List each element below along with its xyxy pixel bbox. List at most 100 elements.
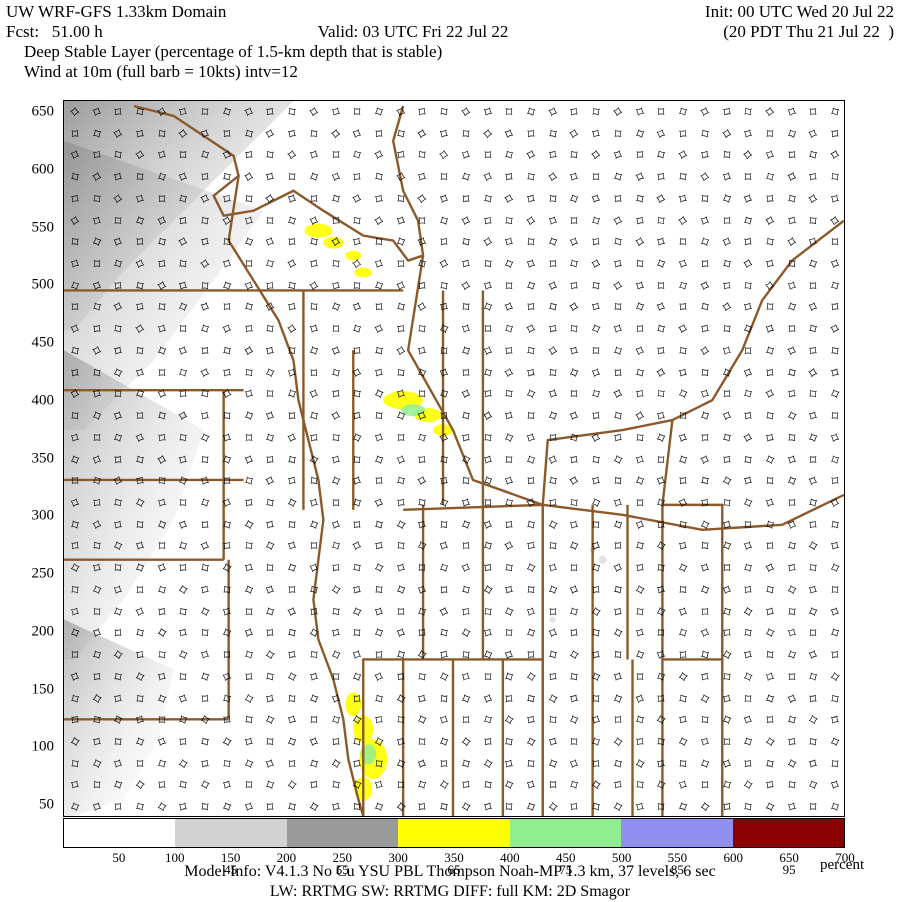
wind-barb: ⌑ bbox=[222, 278, 233, 292]
wind-barb: ⌑ bbox=[202, 692, 209, 705]
wind-barb: ⌑ bbox=[526, 691, 535, 705]
wind-barb: ⌑ bbox=[351, 257, 364, 271]
wind-barb: ⌑ bbox=[266, 453, 274, 467]
wind-barb: ⌑ bbox=[592, 692, 599, 705]
wind-barb: ⌑ bbox=[808, 409, 818, 423]
wind-barb: ⌑ bbox=[418, 279, 426, 293]
wind-barb: ⌑ bbox=[288, 170, 295, 183]
wind-barb: ⌑ bbox=[679, 301, 687, 315]
wind-barb: ⌑ bbox=[829, 213, 842, 227]
wind-barb: ⌑ bbox=[287, 387, 298, 401]
wind-barb: ⌑ bbox=[396, 148, 405, 162]
wind-barb: ⌑ bbox=[396, 322, 405, 336]
wind-barb: ⌑ bbox=[115, 627, 122, 640]
wind-barb: ⌑ bbox=[723, 149, 731, 163]
wind-barb: ⌑ bbox=[503, 365, 515, 380]
wind-barb: ⌑ bbox=[396, 387, 406, 401]
wind-barb: ⌑ bbox=[310, 474, 318, 488]
wind-barb: ⌑ bbox=[244, 126, 254, 140]
wind-barb: ⌑ bbox=[135, 800, 145, 814]
wind-barb: ⌑ bbox=[548, 561, 558, 575]
wind-barb: ⌑ bbox=[331, 452, 341, 466]
wind-barb: ⌑ bbox=[180, 670, 187, 683]
wind-barb: ⌑ bbox=[744, 105, 752, 119]
wind-barb: ⌑ bbox=[267, 735, 274, 748]
wind-barb: ⌑ bbox=[461, 431, 470, 445]
wind-barb: ⌑ bbox=[114, 344, 123, 358]
wind-barb: ⌑ bbox=[764, 278, 777, 292]
wind-barb: ⌑ bbox=[808, 670, 818, 684]
wind-barb: ⌑ bbox=[635, 365, 644, 379]
wind-barb: ⌑ bbox=[373, 735, 385, 750]
wind-barb: ⌑ bbox=[634, 474, 645, 489]
wind-barb: ⌑ bbox=[243, 235, 254, 250]
wind-barb: ⌑ bbox=[179, 279, 189, 293]
wind-barb: ⌑ bbox=[177, 409, 189, 424]
wind-barb: ⌑ bbox=[113, 409, 124, 423]
wind-barb: ⌑ bbox=[720, 126, 733, 141]
wind-barb: ⌑ bbox=[69, 496, 80, 511]
colorbar-segment-0-100 bbox=[64, 819, 175, 847]
wind-barb: ⌑ bbox=[200, 126, 211, 141]
wind-barb: ⌑ bbox=[264, 474, 276, 489]
wind-barb: ⌑ bbox=[830, 604, 841, 619]
wind-barb: ⌑ bbox=[765, 517, 775, 531]
wind-barb: ⌑ bbox=[701, 605, 708, 618]
wind-barb: ⌑ bbox=[395, 452, 406, 467]
wind-barb: ⌑ bbox=[70, 431, 80, 445]
wind-barb: ⌑ bbox=[701, 540, 709, 554]
wind-barb: ⌑ bbox=[766, 475, 773, 488]
wind-barb: ⌑ bbox=[680, 236, 687, 249]
wind-barb: ⌑ bbox=[788, 149, 795, 162]
wind-barb: ⌑ bbox=[202, 105, 209, 118]
wind-barb: ⌑ bbox=[831, 344, 840, 358]
wind-barb: ⌑ bbox=[373, 213, 386, 228]
wind-barb: ⌑ bbox=[178, 713, 188, 727]
wind-barb: ⌑ bbox=[700, 735, 710, 749]
weather-map[interactable]: ⌑ ⌑ ⌑ ⌑ ⌑ ⌑ ⌑ ⌑ ⌑ ⌑ ⌑ ⌑ ⌑ ⌑ ⌑ ⌑ ⌑ ⌑ ⌑ ⌑ ⌑ ⌑ ⌑ ⌑ ⌑ ⌑ ⌑ ⌑ ⌑ ⌑ ⌑ ⌑ ⌑ ⌑ ⌑ ⌑ ⌑ ⌑ ⌑ ⌑… bbox=[63, 100, 845, 817]
wind-barb: ⌑ bbox=[419, 388, 426, 401]
wind-barb: ⌑ bbox=[656, 235, 666, 249]
wind-barb: ⌑ bbox=[267, 627, 275, 640]
wind-barb: ⌑ bbox=[418, 518, 428, 532]
wind-barb: ⌑ bbox=[657, 409, 667, 423]
wind-barb: ⌑ bbox=[546, 170, 559, 185]
wind-barb: ⌑ bbox=[722, 691, 732, 705]
wind-barb: ⌑ bbox=[308, 800, 320, 815]
wind-barb: ⌑ bbox=[765, 257, 774, 271]
wind-barb: ⌑ bbox=[460, 278, 473, 293]
wind-barb: ⌑ bbox=[547, 517, 559, 532]
wind-barb: ⌑ bbox=[527, 409, 534, 422]
wind-barb: ⌑ bbox=[69, 278, 80, 293]
wind-barb: ⌑ bbox=[569, 583, 580, 598]
wind-barb: ⌑ bbox=[374, 778, 384, 792]
wind-barb: ⌑ bbox=[807, 365, 819, 380]
wind-barb: ⌑ bbox=[527, 539, 536, 553]
wind-barb: ⌑ bbox=[831, 127, 839, 141]
wind-barb: ⌑ bbox=[265, 713, 277, 728]
wind-barb: ⌑ bbox=[592, 453, 601, 467]
wind-barb: ⌑ bbox=[484, 149, 491, 162]
colorbar-segment-300-400 bbox=[398, 819, 509, 847]
wind-barb: ⌑ bbox=[418, 105, 426, 119]
wind-barb: ⌑ bbox=[831, 301, 839, 315]
wind-barb: ⌑ bbox=[612, 387, 624, 402]
wind-barb: ⌑ bbox=[462, 540, 469, 553]
wind-barb: ⌑ bbox=[287, 213, 297, 227]
wind-barb: ⌑ bbox=[309, 431, 318, 445]
wind-barb: ⌑ bbox=[504, 126, 515, 141]
wind-barb: ⌑ bbox=[832, 236, 839, 249]
wind-barb: ⌑ bbox=[92, 322, 100, 336]
wind-barb: ⌑ bbox=[156, 278, 168, 293]
wind-barb: ⌑ bbox=[830, 800, 840, 814]
wind-barb: ⌑ bbox=[701, 192, 708, 205]
wind-barb: ⌑ bbox=[136, 300, 145, 314]
wind-barb: ⌑ bbox=[178, 691, 189, 705]
wind-barb: ⌑ bbox=[92, 366, 100, 380]
wind-barb: ⌑ bbox=[201, 583, 210, 597]
wind-barb: ⌑ bbox=[720, 648, 732, 663]
wind-barb: ⌑ bbox=[177, 756, 190, 771]
wind-barb: ⌑ bbox=[483, 192, 493, 206]
wind-barb: ⌑ bbox=[113, 756, 123, 770]
wind-barb: ⌑ bbox=[179, 257, 187, 271]
